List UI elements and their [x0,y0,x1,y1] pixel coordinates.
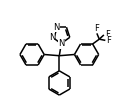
Text: F: F [105,30,110,39]
Text: N: N [49,33,55,42]
Text: F: F [94,24,99,33]
Text: N: N [53,23,60,32]
Text: N: N [58,39,64,48]
Text: F: F [107,36,111,45]
